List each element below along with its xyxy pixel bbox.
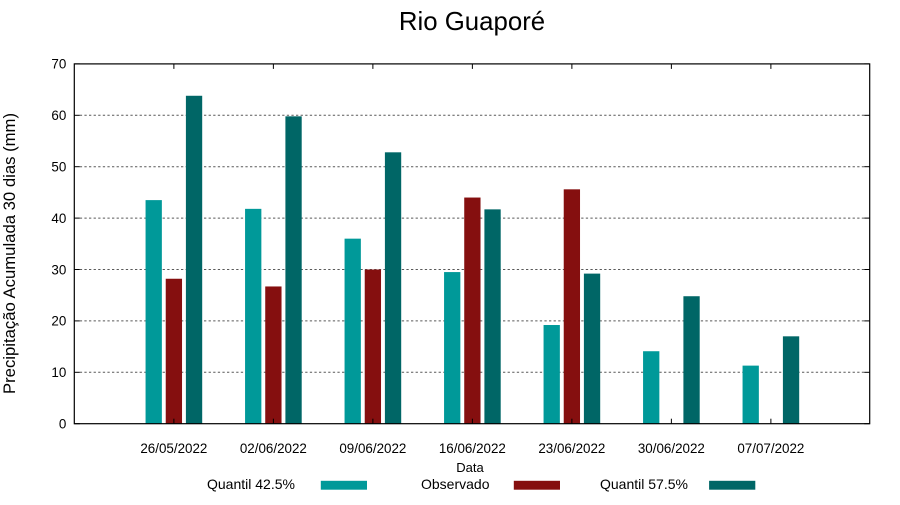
svg-text:10: 10 [51,365,66,380]
svg-text:23/06/2022: 23/06/2022 [538,441,605,456]
svg-text:Data: Data [456,460,484,475]
svg-text:Quantil 57.5%: Quantil 57.5% [600,476,688,492]
svg-text:50: 50 [51,160,66,175]
svg-text:Observado: Observado [421,476,490,492]
svg-text:60: 60 [51,108,66,123]
svg-text:30/06/2022: 30/06/2022 [638,441,705,456]
svg-text:30: 30 [51,262,66,277]
svg-text:16/06/2022: 16/06/2022 [439,441,506,456]
svg-text:26/05/2022: 26/05/2022 [140,441,207,456]
svg-text:02/06/2022: 02/06/2022 [240,441,307,456]
svg-text:Precipitação Acumulada 30 dias: Precipitação Acumulada 30 dias (mm) [0,113,19,394]
svg-text:07/07/2022: 07/07/2022 [737,441,804,456]
svg-text:09/06/2022: 09/06/2022 [339,441,406,456]
svg-text:70: 70 [51,57,66,72]
svg-text:Quantil 42.5%: Quantil 42.5% [207,476,295,492]
svg-text:Rio Guaporé: Rio Guaporé [399,8,545,36]
svg-text:0: 0 [59,417,66,432]
svg-text:40: 40 [51,211,66,226]
svg-text:20: 20 [51,314,66,329]
